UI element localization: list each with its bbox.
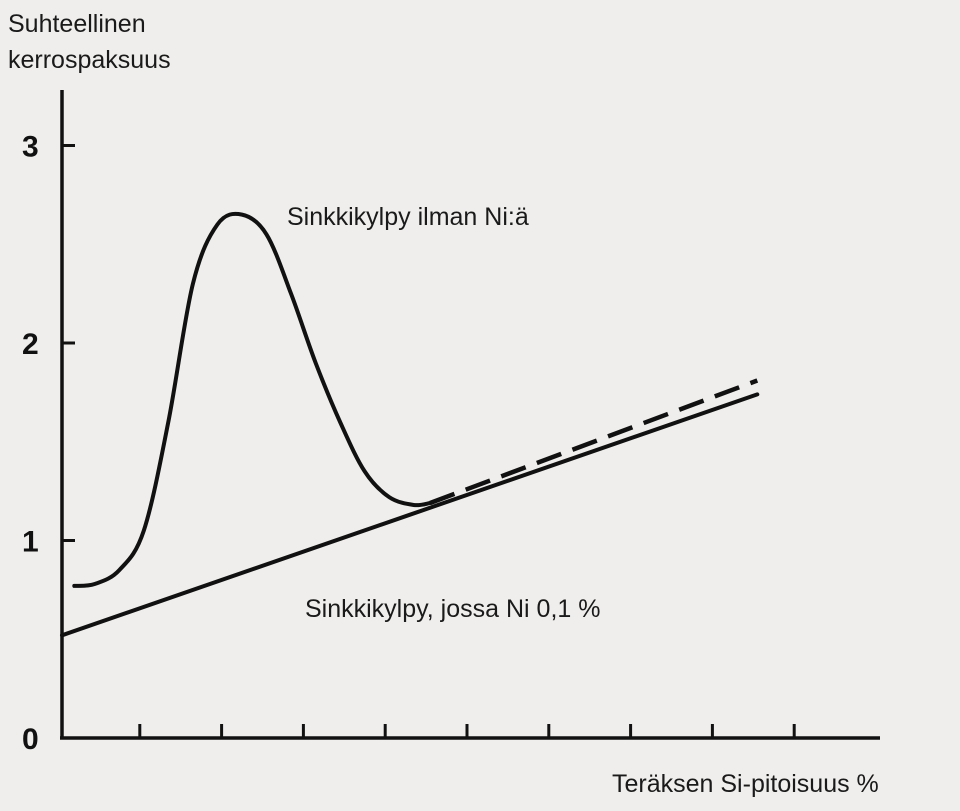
y-tick-label: 0	[22, 723, 39, 756]
y-tick-label: 1	[22, 526, 39, 559]
y-axis-label-line-2: kerrospaksuus	[8, 46, 171, 74]
labels: Suhteellinen kerrospaksuus Teräksen Si-p…	[8, 10, 879, 798]
series-1-line	[72, 211, 433, 588]
series-label-with-ni: Sinkkikylpy, jossa Ni 0,1 %	[305, 595, 600, 623]
series-label-without-ni: Sinkkikylpy ilman Ni:ä	[287, 203, 529, 231]
y-tick-label: 3	[22, 131, 39, 164]
y-tick-label: 2	[22, 328, 39, 361]
axes: 0 1 2 3	[22, 90, 880, 756]
series-2-line	[60, 392, 760, 638]
x-axis-label: Teräksen Si-pitoisuus %	[612, 770, 879, 798]
series-marks	[60, 211, 760, 638]
series-1-dashed-extension	[429, 378, 759, 506]
y-axis-label-line-1: Suhteellinen	[8, 10, 146, 38]
